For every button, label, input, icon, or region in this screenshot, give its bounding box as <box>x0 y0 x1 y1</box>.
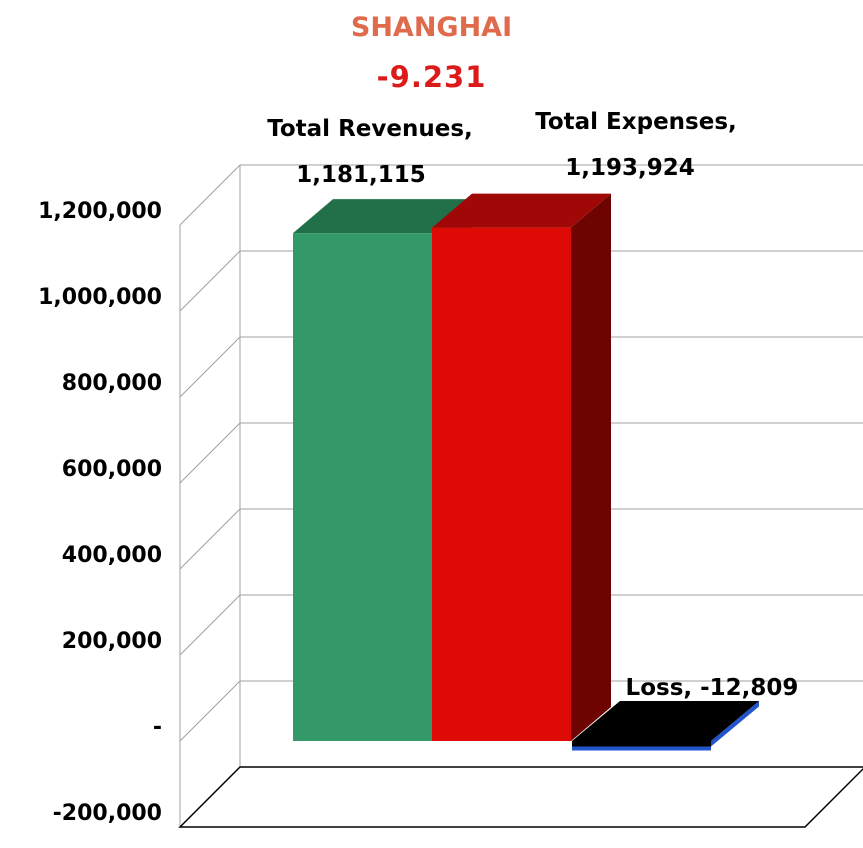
chart-subtitle: -9.231 <box>376 60 487 94</box>
y-tick-label: 1,000,000 <box>38 285 162 310</box>
y-tick-label: 1,200,000 <box>38 199 162 224</box>
data-label: Loss, -12,809 <box>626 675 799 701</box>
bar-total-revenues-top <box>293 199 472 234</box>
y-tick-label: 200,000 <box>62 629 162 654</box>
y-tick-label: 400,000 <box>62 543 162 568</box>
y-tick-label: -200,000 <box>53 801 162 826</box>
gridline-diagonal <box>179 422 241 484</box>
gridline-diagonal <box>179 680 241 742</box>
bar-total-expenses-top <box>432 193 611 228</box>
gridline-diagonal <box>179 508 241 570</box>
chart-floor <box>178 766 863 828</box>
data-label-value: 1,181,115 <box>296 162 426 188</box>
data-label-category: Total Expenses, <box>535 109 737 135</box>
y-tick-label: - <box>153 715 162 740</box>
bar-total-expenses <box>432 227 571 742</box>
data-label-category: Total Revenues, <box>267 116 473 142</box>
bar-loss-top <box>572 701 759 741</box>
gridline-diagonal <box>179 594 241 656</box>
chart-title: SHANGHAI <box>350 12 513 43</box>
y-tick-label: 600,000 <box>62 457 162 482</box>
bar-loss-edge <box>572 746 711 751</box>
y-tick-label: 800,000 <box>62 371 162 396</box>
bar-total-revenues <box>293 233 432 741</box>
data-label-value: 1,193,924 <box>565 155 695 181</box>
bar-loss <box>572 741 711 747</box>
bar-loss-side <box>711 701 759 747</box>
gridline-diagonal <box>179 250 241 312</box>
gridline-diagonal <box>179 164 241 226</box>
gridline-diagonal <box>179 336 241 398</box>
bar-total-expenses-side <box>571 193 611 742</box>
